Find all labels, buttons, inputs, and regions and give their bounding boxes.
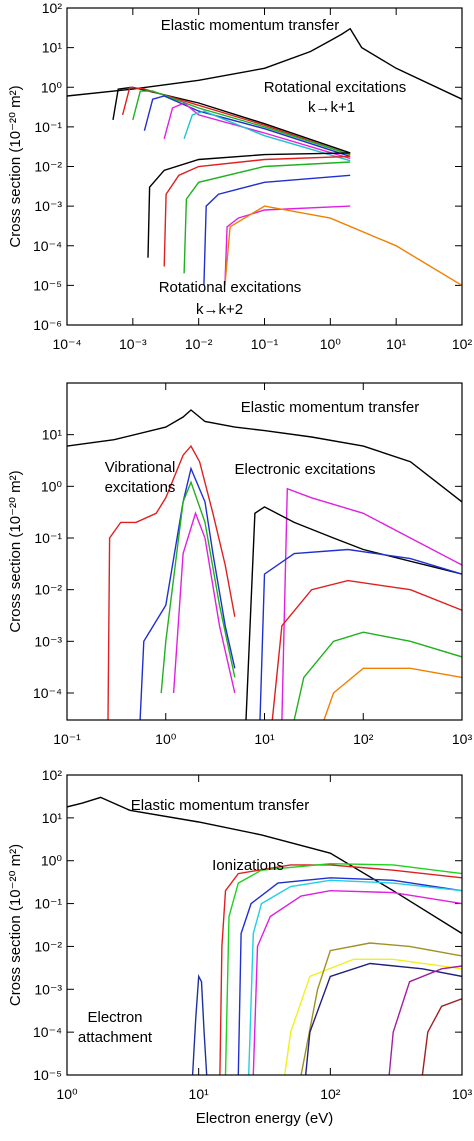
y-tick-label: 10⁻⁴ bbox=[33, 238, 62, 254]
curve bbox=[248, 879, 462, 1075]
y-tick-label: 10² bbox=[42, 0, 63, 16]
annotation: Electron bbox=[87, 1009, 142, 1026]
annotation: excitations bbox=[105, 479, 176, 496]
curve bbox=[224, 205, 462, 286]
plot-frame bbox=[66, 774, 463, 1076]
annotation: Vibrational bbox=[105, 459, 176, 476]
x-tick-label: 10⁻¹ bbox=[251, 336, 279, 352]
x-tick-label: 10⁰ bbox=[56, 1086, 78, 1102]
curve bbox=[300, 942, 462, 1075]
y-tick-label: 10¹ bbox=[42, 40, 63, 56]
curve bbox=[259, 548, 462, 720]
curve bbox=[132, 90, 351, 156]
curve bbox=[224, 205, 351, 286]
y-tick-label: 10¹ bbox=[42, 810, 63, 826]
x-tick-label: 10¹ bbox=[189, 1086, 210, 1102]
curve bbox=[147, 152, 351, 258]
curve bbox=[163, 155, 351, 267]
curve bbox=[139, 466, 236, 720]
y-tick-label: 10⁻⁴ bbox=[33, 685, 62, 701]
curve bbox=[191, 973, 208, 1075]
y-tick-label: 10⁻¹ bbox=[34, 896, 62, 912]
annotation: Electronic excitations bbox=[235, 461, 376, 478]
annotation: Rotational excitations bbox=[264, 79, 407, 96]
curve bbox=[421, 998, 462, 1075]
y-tick-label: 10⁻⁵ bbox=[33, 1067, 62, 1083]
plot-frame bbox=[66, 382, 463, 721]
curve bbox=[293, 631, 462, 720]
curve bbox=[271, 579, 462, 720]
curve bbox=[281, 487, 462, 720]
x-tick-label: 10² bbox=[353, 731, 374, 747]
y-tick-label: 10⁰ bbox=[41, 478, 63, 494]
curve bbox=[183, 110, 351, 162]
y-tick-label: 10⁰ bbox=[41, 79, 63, 95]
curve bbox=[252, 889, 462, 1075]
annotation: Rotational excitations bbox=[159, 279, 302, 296]
panel: 10⁰ 10¹ 10² 10³ 10⁻⁵ 10⁻⁴ 10⁻³ 10⁻² 10⁻¹ 10⁰ 10¹ 10… bbox=[7, 767, 472, 1127]
curve bbox=[237, 877, 462, 1075]
y-axis-label: Cross section (10⁻²⁰ m²) bbox=[7, 85, 24, 247]
x-tick-label: 10¹ bbox=[386, 336, 407, 352]
curve bbox=[107, 444, 236, 720]
annotation: k→k+2 bbox=[196, 301, 243, 318]
curve bbox=[388, 965, 462, 1075]
y-tick-label: 10⁻⁶ bbox=[33, 317, 62, 333]
y-tick-label: 10¹ bbox=[42, 427, 63, 443]
curve bbox=[323, 667, 462, 720]
y-tick-label: 10⁰ bbox=[41, 853, 63, 869]
curves bbox=[67, 27, 462, 286]
y-tick-label: 10⁻² bbox=[34, 159, 62, 175]
curve bbox=[183, 161, 351, 274]
curve bbox=[67, 27, 462, 100]
curves bbox=[67, 409, 462, 720]
annotation: attachment bbox=[78, 1029, 153, 1046]
x-tick-label: 10⁰ bbox=[155, 731, 177, 747]
annotation: k→k+1 bbox=[308, 99, 355, 116]
panel: 10⁻¹ 10⁰ 10¹ 10² 10³ 10⁻⁴ 10⁻³ 10⁻² 10⁻¹ 10⁰ 10¹ Cr… bbox=[7, 382, 473, 747]
annotation: Ionizations bbox=[212, 857, 284, 874]
curves bbox=[67, 796, 462, 1075]
x-tick-label: 10⁻² bbox=[185, 336, 213, 352]
y-tick-label: 10⁻⁴ bbox=[33, 1024, 62, 1040]
y-tick-label: 10⁻³ bbox=[34, 633, 62, 649]
x-tick-label: 10⁻³ bbox=[119, 336, 147, 352]
annotation: Elastic momentum transfer bbox=[161, 17, 339, 34]
x-tick-label: 10³ bbox=[452, 731, 473, 747]
curve bbox=[160, 480, 236, 694]
curve bbox=[203, 174, 351, 286]
annotation: Elastic momentum transfer bbox=[241, 399, 419, 416]
y-tick-label: 10⁻³ bbox=[34, 981, 62, 997]
y-axis-label: Cross section (10⁻²⁰ m²) bbox=[7, 470, 24, 632]
x-tick-label: 10³ bbox=[452, 1086, 473, 1102]
x-tick-label: 10² bbox=[452, 336, 473, 352]
x-tick-label: 10⁻⁴ bbox=[53, 336, 82, 352]
plot-frame bbox=[66, 7, 463, 326]
curve bbox=[67, 409, 462, 503]
y-tick-label: 10⁻³ bbox=[34, 198, 62, 214]
x-axis-label: Electron energy (eV) bbox=[196, 1110, 334, 1127]
curve bbox=[121, 86, 351, 156]
x-tick-label: 10¹ bbox=[254, 731, 275, 747]
curve bbox=[245, 506, 462, 720]
y-tick-label: 10⁻⁵ bbox=[33, 277, 62, 293]
curve bbox=[67, 796, 462, 935]
y-tick-label: 10⁻¹ bbox=[34, 530, 62, 546]
y-axis-label: Cross section (10⁻²⁰ m²) bbox=[7, 844, 24, 1006]
curve bbox=[163, 102, 351, 160]
curve bbox=[284, 958, 462, 1075]
y-tick-label: 10⁻¹ bbox=[34, 119, 62, 135]
y-tick-label: 10⁻² bbox=[34, 582, 62, 598]
panel: 10⁻⁴ 10⁻³ 10⁻² 10⁻¹ 10⁰ 10¹ 10² 10⁻⁶ 10⁻⁵ 10⁻⁴ 10⁻… bbox=[7, 0, 472, 352]
annotation: Elastic momentum transfer bbox=[131, 797, 309, 814]
x-tick-label: 10⁰ bbox=[320, 336, 342, 352]
y-tick-label: 10² bbox=[42, 767, 63, 783]
curve bbox=[305, 962, 462, 1075]
curve bbox=[172, 511, 236, 694]
x-tick-label: 10² bbox=[320, 1086, 341, 1102]
curve bbox=[224, 862, 462, 1075]
x-tick-label: 10⁻¹ bbox=[53, 731, 81, 747]
y-tick-label: 10⁻² bbox=[34, 938, 62, 954]
